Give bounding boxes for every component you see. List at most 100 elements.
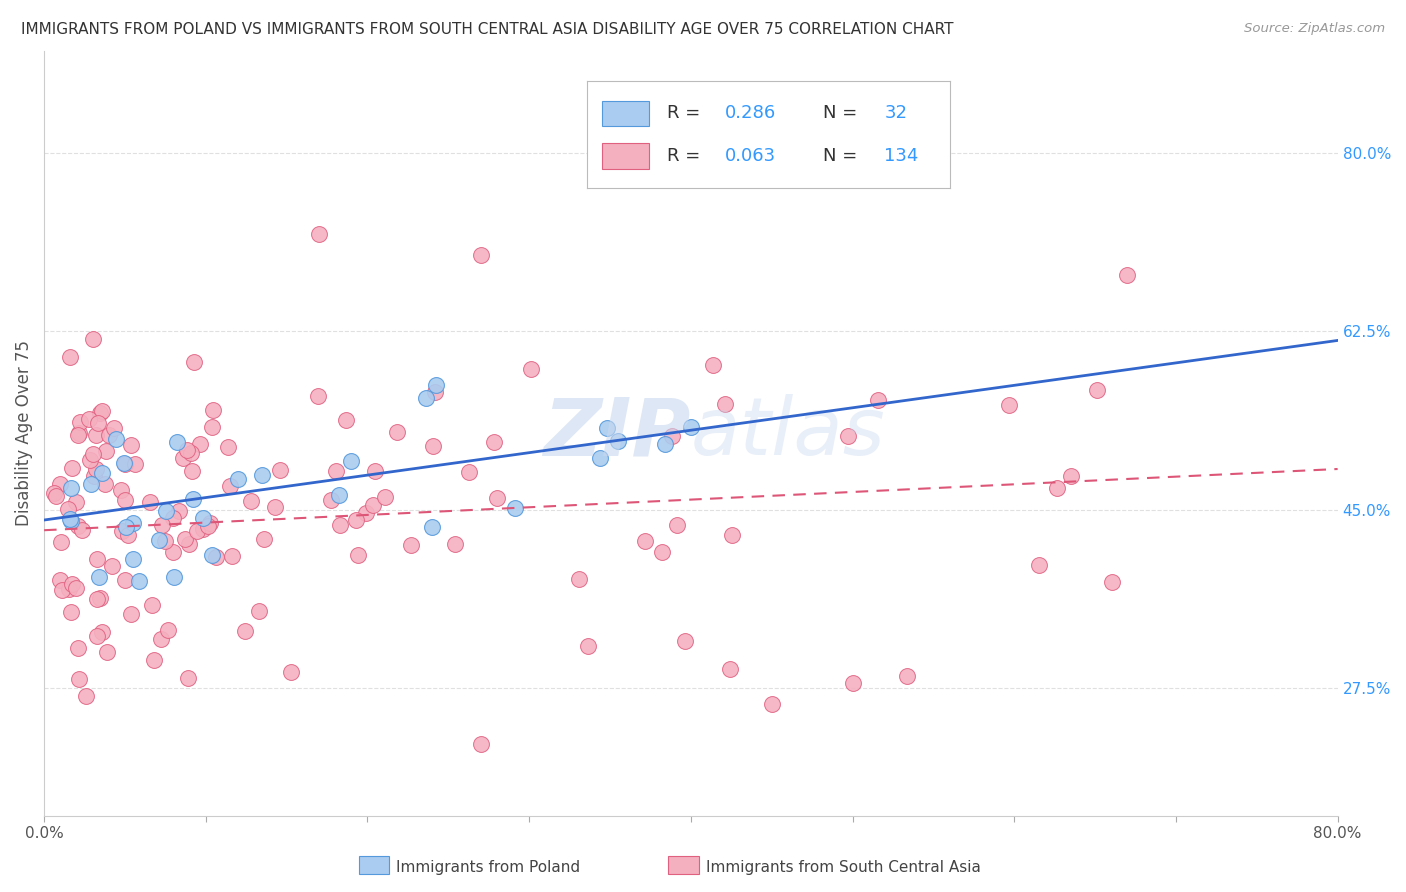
Point [420,520,443,534]
Text: IMMIGRANTS FROM POLAND VS IMMIGRANTS FROM SOUTH CENTRAL ASIA DISABILITY AGE OVER: IMMIGRANTS FROM POLAND VS IMMIGRANTS FRO… [21,22,953,37]
Point [1101,575,1123,590]
Point [162,545,184,559]
Point [250,468,273,483]
Y-axis label: Disability Age Over 75: Disability Age Over 75 [15,340,32,526]
Point [205,549,228,564]
Point [201,548,224,562]
Point [280,665,302,680]
Point [141,598,163,612]
Point [162,510,184,524]
Point [866,392,889,407]
Point [59,351,82,365]
Point [56,501,79,516]
Point [240,494,263,508]
Point [83,469,105,483]
Point [177,672,200,686]
Point [91,624,114,639]
Point [319,493,342,508]
Point [181,464,204,478]
Point [401,538,423,552]
Point [588,450,610,465]
Point [364,464,387,478]
Text: ZIP: ZIP [544,394,690,472]
Point [325,464,347,478]
Point [75,689,97,703]
Point [120,438,142,452]
Point [155,504,177,518]
Point [347,548,370,562]
Point [166,435,188,450]
Point [67,426,90,441]
Point [70,523,93,537]
Point [49,534,72,549]
Point [122,516,145,531]
Point [188,436,211,450]
Point [457,465,479,479]
Point [79,412,101,426]
Point [841,676,863,690]
Point [65,494,87,508]
Point [226,472,249,486]
Point [503,500,526,515]
Point [94,476,117,491]
Point [665,518,688,533]
Point [200,420,222,434]
Point [193,522,215,536]
Point [425,378,447,392]
Point [172,450,194,465]
Point [122,551,145,566]
Point [654,437,676,451]
Point [998,398,1021,412]
Point [110,483,132,497]
Point [422,439,444,453]
Point [58,582,80,597]
Point [308,227,330,242]
Point [576,639,599,653]
Point [1028,558,1050,573]
Point [219,479,242,493]
Point [91,466,114,480]
Point [79,453,101,467]
Point [148,533,170,547]
Point [60,576,83,591]
Point [124,457,146,471]
Point [344,513,367,527]
Point [87,417,110,431]
Point [837,429,859,443]
Point [217,440,239,454]
Point [253,532,276,546]
Point [86,551,108,566]
Point [1046,481,1069,495]
Point [94,444,117,458]
Point [263,500,285,514]
Point [150,518,173,533]
Point [142,653,165,667]
Point [173,532,195,546]
Point [197,519,219,533]
Point [48,476,70,491]
Point [82,447,104,461]
Point [673,634,696,648]
Point [761,697,783,711]
Point [69,415,91,429]
Point [191,511,214,525]
Point [114,458,136,472]
Point [356,506,378,520]
Point [702,359,724,373]
Point [117,528,139,542]
Point [84,427,107,442]
Point [115,520,138,534]
Point [385,425,408,439]
Text: Source: ZipAtlas.com: Source: ZipAtlas.com [1244,22,1385,36]
Point [335,413,357,427]
Point [202,403,225,417]
Text: atlas: atlas [690,394,886,472]
Point [103,421,125,435]
Point [186,524,208,539]
Text: Immigrants from Poland: Immigrants from Poland [396,860,581,874]
Point [60,461,83,475]
Point [486,491,509,506]
Point [198,516,221,531]
Point [49,573,72,587]
Point [67,672,90,686]
